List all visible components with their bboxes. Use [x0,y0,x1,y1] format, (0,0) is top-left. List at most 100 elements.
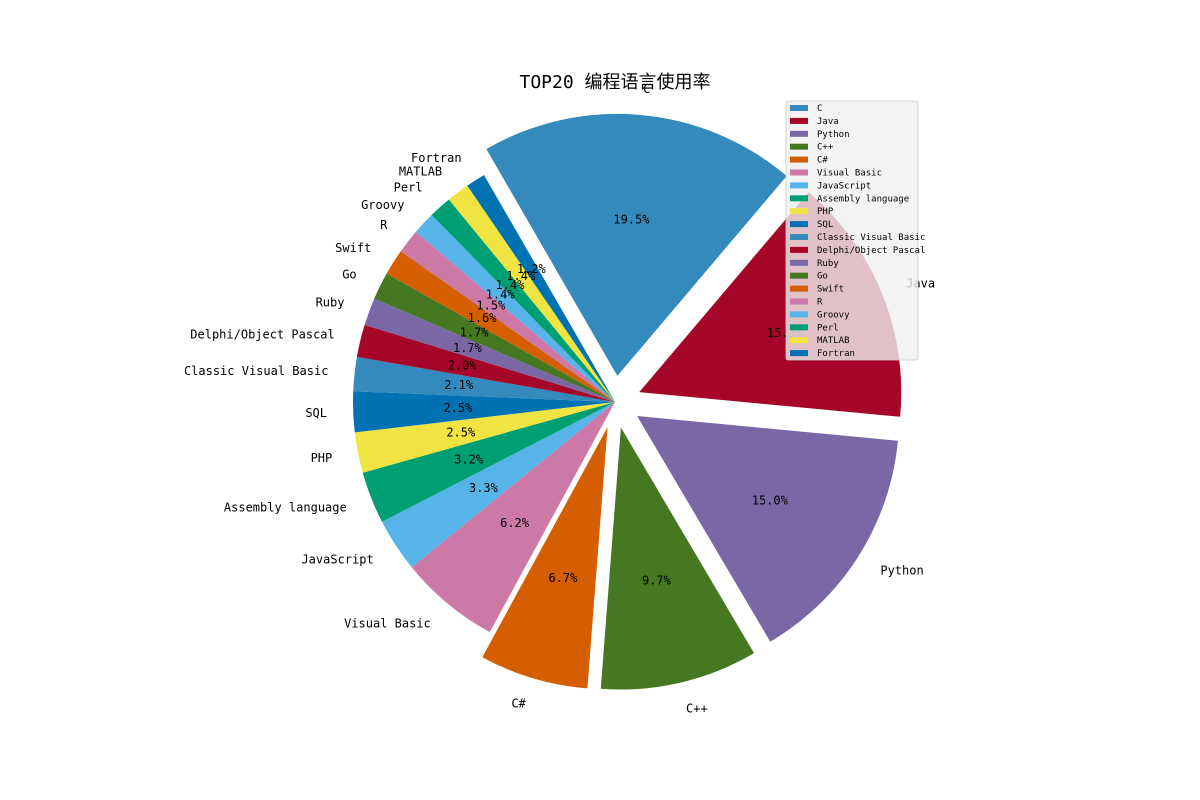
legend-swatch-c [790,156,808,163]
outer-label-c: C# [511,696,526,710]
pie-slices [353,113,902,690]
outer-label-javascript: JavaScript [301,553,373,567]
pie-slice-c [486,113,787,376]
outer-label-classic-visual-basic: Classic Visual Basic [184,364,329,378]
legend-label-fortran: Fortran [817,349,855,359]
legend-label-java: Java [817,117,839,127]
legend-label-sql: SQL [817,220,833,230]
legend-swatch-groovy [790,311,808,318]
legend-label-r: R [817,298,823,308]
pie-slice-r [400,231,615,402]
legend-swatch-php [790,208,808,215]
legend-swatch-fortran [790,350,808,357]
outer-label-delphi-object-pascal: Delphi/Object Pascal [190,328,335,342]
outer-label-python: Python [880,564,923,578]
outer-label-swift: Swift [335,241,371,255]
pct-label-swift: 1.6% [468,311,498,325]
pct-label-javascript: 3.3% [469,481,499,495]
legend-swatch-perl [790,324,808,331]
legend-label-c: C++ [817,143,834,153]
pct-label-visual-basic: 6.2% [500,516,530,530]
legend-swatch-c [790,105,808,111]
outer-label-assembly-language: Assembly language [224,500,347,514]
pie-slice-groovy [415,214,615,402]
pct-label-delphi-object-pascal: 2.0% [448,358,478,372]
pct-label-sql: 2.5% [443,401,473,415]
legend-swatch-python [790,130,808,137]
outer-label-perl: Perl [394,180,423,194]
outer-label-fortran: Fortran [411,151,462,165]
pie-slice-c [600,427,755,690]
legend-label-c: C# [817,156,828,166]
legend-label-ruby: Ruby [817,259,839,269]
outer-label-c: C++ [686,701,708,715]
legend-swatch-swift [790,285,808,292]
pct-label-perl: 1.4% [496,278,526,292]
legend-label-php: PHP [817,207,834,217]
legend-swatch-go [790,272,808,279]
legend-swatch-matlab [790,337,808,344]
pct-label-c: 19.5% [613,212,650,226]
pie-slice-c [482,427,608,689]
pct-label-c: 6.7% [548,571,578,585]
pct-label-fortran: 1.2% [517,262,547,276]
outer-label-visual-basic: Visual Basic [344,617,431,631]
outer-label-php: PHP [311,451,333,465]
pct-label-assembly-language: 3.2% [454,452,484,466]
pct-label-matlab: 1.4% [506,269,536,283]
legend-swatch-ruby [790,259,808,266]
legend-label-assembly-language: Assembly language [817,194,909,204]
pct-label-python: 15.0% [752,493,789,507]
pie-slice-sql [353,391,615,433]
pct-label-classic-visual-basic: 2.1% [444,378,474,392]
legend-box [785,100,919,361]
legend-label-perl: Perl [817,323,839,333]
legend-swatch-classic-visual-basic [790,234,808,240]
pie-slice-classic-visual-basic [353,356,615,402]
pct-label-go: 1.7% [460,325,490,339]
chart-title: TOP20 编程语言使用率 [519,72,710,93]
legend-label-matlab: MATLAB [817,336,850,346]
pie-slice-matlab [448,185,615,402]
legend-swatch-visual-basic [790,169,808,176]
pie-slice-go [374,273,615,402]
legend-label-visual-basic: Visual Basic [817,169,882,179]
pie-slice-assembly-language [362,402,615,522]
legend-label-javascript: JavaScript [817,181,871,191]
legend-label-c: C [817,104,822,114]
pie-slice-perl [431,199,615,402]
legend-label-python: Python [817,130,850,140]
pct-label-php: 2.5% [446,425,476,439]
legend-swatch-sql [790,221,808,228]
pct-label-groovy: 1.4% [486,288,516,302]
pct-label-c: 9.7% [642,574,672,588]
outer-label-ruby: Ruby [316,296,345,310]
outer-label-c: C [643,82,650,96]
legend-swatch-assembly-language [790,195,808,202]
legend: C Java Python C++ C# Visual Basic JavaScript As… [785,100,925,361]
outer-labels: C Java Python C++ C# Visual Basic JavaScript As… [184,82,935,715]
pie-slice-fortran [467,175,615,402]
legend-swatch-c [790,143,808,150]
legend-label-groovy: Groovy [817,310,850,320]
pie-slice-visual-basic [411,402,615,633]
outer-label-go: Go [342,267,356,281]
legend-swatch-r [790,298,808,305]
pie-slice-swift [386,251,615,402]
legend-label-classic-visual-basic: Classic Visual Basic [817,233,925,243]
legend-label-delphi-object-pascal: Delphi/Object Pascal [817,246,925,256]
legend-swatch-java [790,117,808,124]
outer-label-groovy: Groovy [361,198,404,212]
pie-slice-javascript [381,402,615,568]
pie-slice-php [354,402,615,473]
legend-label-go: Go [817,272,828,282]
pie-slice-ruby [364,298,615,402]
legend-swatch-delphi-object-pascal [790,246,808,253]
legend-swatch-javascript [790,182,808,189]
pie-slice-python [637,416,898,642]
pie-slice-delphi-object-pascal [356,324,615,402]
legend-label-swift: Swift [817,285,844,295]
outer-label-matlab: MATLAB [399,164,442,178]
pct-label-r: 1.5% [476,299,506,313]
